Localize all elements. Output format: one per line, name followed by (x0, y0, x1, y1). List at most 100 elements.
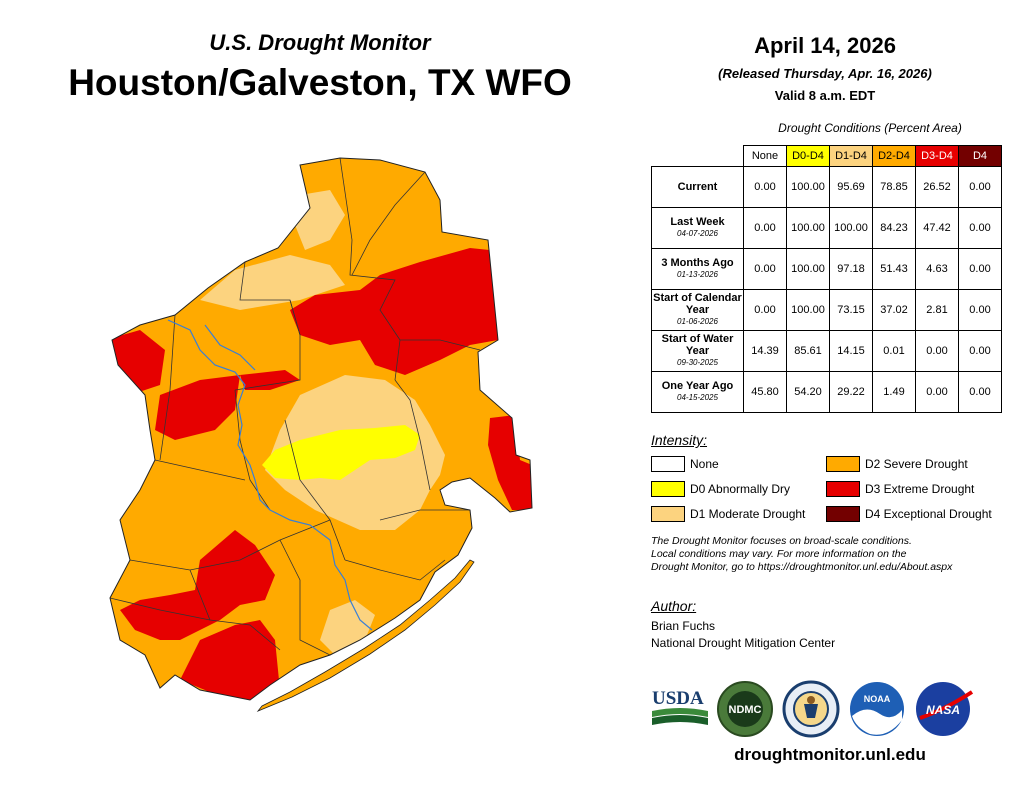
table-cell: 0.00 (743, 207, 787, 249)
table-cell: 0.00 (958, 248, 1002, 290)
author-heading: Author: (651, 598, 697, 614)
table-cell: 73.15 (829, 289, 873, 331)
table-cell: 0.00 (958, 207, 1002, 249)
legend-swatch-d4 (826, 506, 860, 522)
table-header-row: None D0-D4 D1-D4 D2-D4 D3-D4 D4 (652, 145, 1002, 167)
row-date: 01-13-2026 (677, 270, 718, 279)
doc-logo (782, 680, 840, 738)
col-header-d0-d4: D0-D4 (786, 145, 830, 167)
table-cell: 100.00 (829, 207, 873, 249)
row-date: 01-06-2026 (677, 317, 718, 326)
table-row: Current 0.00 100.00 95.69 78.85 26.52 0.… (651, 166, 1002, 208)
legend-swatch-none (651, 456, 685, 472)
drought-area (110, 158, 532, 700)
rivers (167, 319, 373, 631)
legend-heading: Intensity: (651, 432, 708, 448)
d3-area-band (240, 370, 300, 390)
table-cell: 47.42 (915, 207, 959, 249)
table-row: Start of Calendar Year 01-06-2026 0.00 10… (651, 289, 1002, 331)
ndmc-logo: NDMC (717, 681, 773, 737)
region-outline (109, 157, 533, 701)
map-date: April 14, 2026 (754, 33, 896, 58)
table-cell: 0.00 (915, 330, 959, 372)
row-label: One Year Ago 04-15-2025 (651, 371, 744, 413)
legend-label: D4 Exceptional Drought (865, 507, 992, 521)
col-header-d3-d4: D3-D4 (915, 145, 959, 167)
noaa-logo: NOAA (850, 682, 904, 736)
d3-area-northeast (290, 248, 498, 375)
valid-time: Valid 8 a.m. EDT (774, 88, 876, 103)
legend-swatch-d1 (651, 506, 685, 522)
row-label: Current (651, 166, 744, 208)
legend-label: None (690, 457, 719, 471)
table-cell: 100.00 (786, 166, 830, 208)
table-cell: 100.00 (786, 289, 830, 331)
galveston-island (256, 559, 475, 712)
legend-swatch-d3 (826, 481, 860, 497)
note-line: Local conditions may vary. For more info… (651, 548, 907, 560)
note-line: Drought Monitor, go to https://droughtmo… (651, 561, 953, 573)
table-cell: 2.81 (915, 289, 959, 331)
col-header-none: None (743, 145, 787, 167)
ndmc-logo-text: NDMC (729, 704, 762, 716)
table-cell: 4.63 (915, 248, 959, 290)
drought-conditions-table: None D0-D4 D1-D4 D2-D4 D3-D4 D4 Current … (651, 145, 1002, 413)
legend-label: D0 Abnormally Dry (690, 482, 791, 496)
legend-swatch-d0 (651, 481, 685, 497)
nasa-logo-text: NASA (926, 703, 960, 717)
col-header-d2-d4: D2-D4 (872, 145, 916, 167)
d3-area-southwest (120, 530, 275, 640)
legend-label: D2 Severe Drought (865, 457, 968, 471)
table-cell: 14.15 (829, 330, 873, 372)
author-info: Brian Fuchs National Drought Mitigation … (651, 618, 835, 652)
county-lines (110, 158, 481, 656)
table-row: Last Week 04-07-2026 0.00 100.00 100.00 8… (651, 207, 1002, 249)
table-cell: 14.39 (743, 330, 787, 372)
table-cell: 26.52 (915, 166, 959, 208)
noaa-logo-text: NOAA (864, 694, 891, 704)
table-corner (652, 146, 744, 167)
d3-area-west-central (155, 375, 240, 440)
table-row: One Year Ago 04-15-2025 45.80 54.20 29.22… (651, 371, 1002, 413)
table-cell: 0.00 (958, 166, 1002, 208)
d3-area-east (488, 415, 532, 510)
release-date: (Released Thursday, Apr. 16, 2026) (718, 66, 932, 81)
table-cell: 0.00 (743, 166, 787, 208)
row-date: 09-30-2025 (677, 358, 718, 367)
usda-logo-text: USDA (652, 688, 704, 709)
table-row: Start of Water Year 09-30-2025 14.39 85.6… (651, 330, 1002, 372)
drought-map (109, 157, 533, 712)
usda-logo: USDA (652, 688, 708, 725)
table-cell: 84.23 (872, 207, 916, 249)
table-cell: 100.00 (786, 248, 830, 290)
legend-swatch-d2 (826, 456, 860, 472)
row-label: Start of Calendar Year 01-06-2026 (651, 289, 744, 331)
table-cell: 1.49 (872, 371, 916, 413)
row-label: Last Week 04-07-2026 (651, 207, 744, 249)
table-cell: 95.69 (829, 166, 873, 208)
table-cell: 51.43 (872, 248, 916, 290)
table-cell: 37.02 (872, 289, 916, 331)
legend-label: D1 Moderate Drought (690, 507, 806, 521)
table-cell: 0.00 (915, 371, 959, 413)
table-cell: 0.00 (958, 289, 1002, 331)
table-row: 3 Months Ago 01-13-2026 0.00 100.00 97.18… (651, 248, 1002, 290)
table-cell: 0.00 (743, 248, 787, 290)
table-cell: 100.00 (786, 207, 830, 249)
note-line: The Drought Monitor focuses on broad-sca… (651, 535, 912, 547)
disclaimer-note: The Drought Monitor focuses on broad-sca… (651, 535, 1011, 574)
website-url: droughtmonitor.unl.edu (734, 745, 926, 764)
legend-label: D3 Extreme Drought (865, 482, 975, 496)
col-header-d4: D4 (958, 145, 1002, 167)
d3-area-south (180, 620, 280, 700)
map-subtitle: U.S. Drought Monitor (209, 30, 431, 55)
table-cell: 97.18 (829, 248, 873, 290)
table-cell: 0.00 (958, 371, 1002, 413)
table-cell: 54.20 (786, 371, 830, 413)
table-cell: 45.80 (743, 371, 787, 413)
map-title: Houston/Galveston, TX WFO (68, 62, 572, 103)
table-caption: Drought Conditions (Percent Area) (778, 121, 962, 135)
table-cell: 85.61 (786, 330, 830, 372)
row-date: 04-15-2025 (677, 393, 718, 402)
d0-area (262, 425, 420, 480)
